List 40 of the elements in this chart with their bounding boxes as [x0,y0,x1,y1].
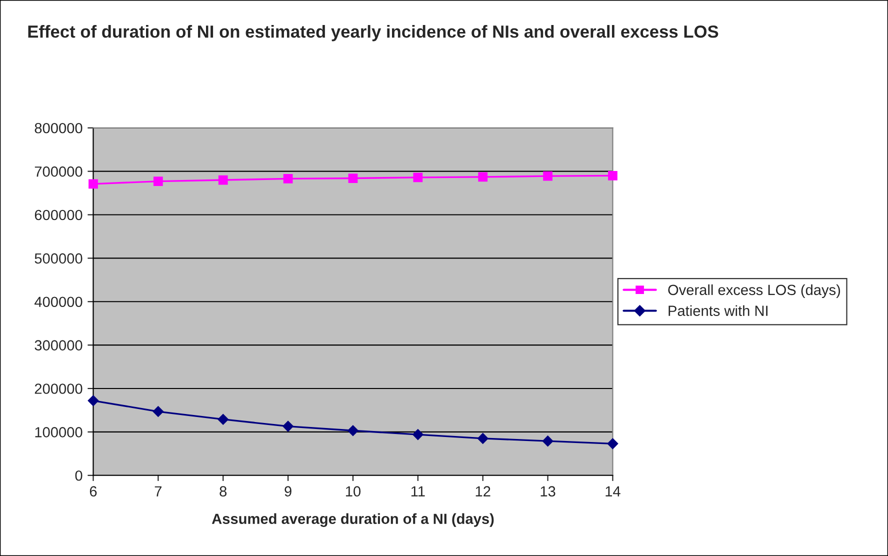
y-tick-label: 0 [75,470,82,481]
x-tick-label: 12 [476,486,490,496]
point [348,425,358,436]
point [88,395,99,406]
point [607,438,618,450]
y-tick-label: 600000 [34,210,82,220]
point [152,406,164,417]
x-tick-label: 11 [411,486,425,496]
point [88,179,98,189]
point [218,414,229,425]
y-tick-label: 300000 [34,340,82,350]
point [478,172,488,182]
x-tick-label: 6 [90,486,97,497]
y-tick-label: 200000 [34,384,82,394]
point [413,172,423,182]
y-tick-label: 100000 [35,427,82,438]
y-tick-label: 700000 [34,166,82,177]
y-tick-label: 500000 [34,253,82,264]
x-tick-label: 10 [346,486,361,497]
point [477,433,488,444]
point [543,171,552,181]
x-tick-label: 7 [154,486,162,496]
point [348,174,358,183]
point [412,429,424,440]
x-tick-label: 13 [540,486,556,497]
x-tick-label: 8 [220,486,227,497]
y-tick-label: 400000 [34,296,82,308]
chart-title: Effect of duration of NI on estimated yearly incidence of NIs and overall excess LOS [28,25,718,42]
x-tick-label: 9 [284,486,292,497]
point [282,420,294,432]
point [542,436,554,446]
x-axis-title: Assumed average duration of a NI (days) [212,513,494,527]
legend-label: Overall excess LOS (days) [668,284,840,298]
point [153,176,163,186]
point [608,170,618,180]
legend-label: Patients with NI [668,305,768,316]
point [283,174,293,184]
point [218,175,228,185]
y-tick-label: 800000 [34,122,82,134]
x-tick-label: 14 [606,486,620,496]
